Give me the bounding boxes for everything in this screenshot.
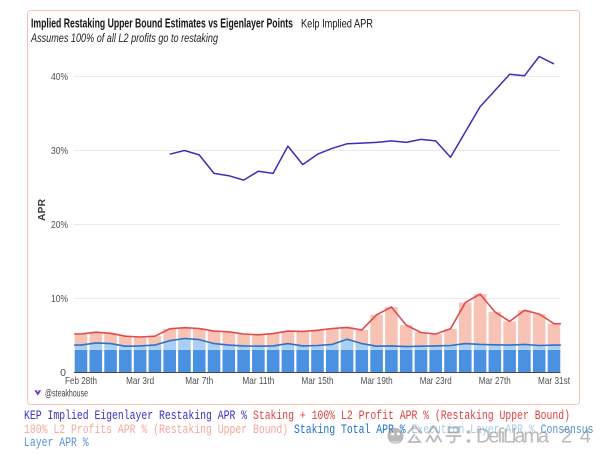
svg-text:20%: 20% — [51, 219, 68, 231]
svg-text:Mar 3rd: Mar 3rd — [126, 375, 154, 387]
svg-text:Mar 27th: Mar 27th — [479, 375, 511, 387]
svg-text:Mar 7th: Mar 7th — [185, 375, 213, 387]
svg-text:Mar 11th: Mar 11th — [242, 375, 274, 387]
svg-text:Mar 31st: Mar 31st — [538, 375, 570, 387]
svg-text:Mar 15th: Mar 15th — [302, 375, 334, 387]
svg-text:Assumes 100% of all L2 profits: Assumes 100% of all L2 profits go to res… — [30, 31, 218, 45]
svg-text:40%: 40% — [51, 71, 68, 83]
svg-text:10%: 10% — [51, 293, 68, 305]
svg-text:Feb 28th: Feb 28th — [65, 375, 97, 387]
svg-text:24: 24 — [561, 426, 591, 448]
svg-text:0: 0 — [60, 367, 66, 379]
svg-text:DefiLlama: DefiLlama — [476, 426, 550, 448]
svg-text:APR: APR — [37, 198, 48, 221]
svg-text:30%: 30% — [51, 145, 68, 157]
svg-text:@steakhouse: @steakhouse — [45, 389, 88, 400]
svg-text:Mar 19th: Mar 19th — [361, 375, 393, 387]
svg-text:Implied Restaking Upper Bound: Implied Restaking Upper Bound Estimates … — [31, 16, 293, 31]
svg-text:Mar 23rd: Mar 23rd — [420, 375, 452, 387]
svg-text:Kelp Implied APR: Kelp Implied APR — [301, 17, 373, 31]
